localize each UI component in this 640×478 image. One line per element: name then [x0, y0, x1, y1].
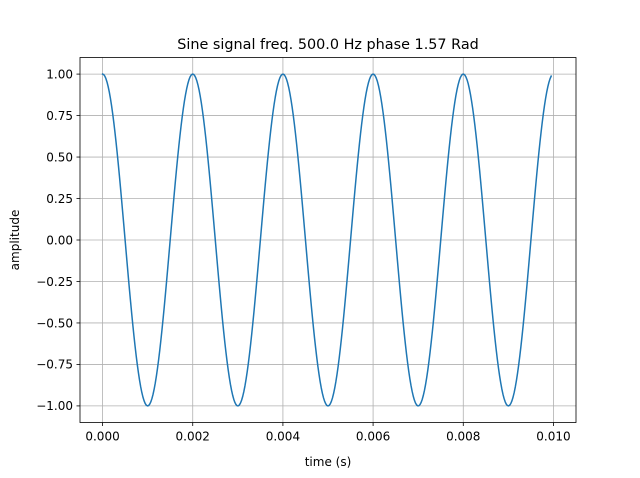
y-axis-label: amplitude: [8, 210, 22, 271]
y-tick-label: 0.75: [46, 109, 73, 123]
sine-series-line: [101, 73, 553, 407]
y-tick-label: −1.00: [36, 399, 73, 413]
x-tick-label: 0.000: [85, 430, 119, 444]
y-tick-label: 0.50: [46, 150, 73, 164]
chart-title: Sine signal freq. 500.0 Hz phase 1.57 Ra…: [177, 37, 479, 53]
x-tick-label: 0.004: [266, 430, 300, 444]
grid: [80, 57, 576, 423]
plot-area: [101, 73, 553, 407]
x-tick-label: 0.006: [356, 430, 390, 444]
axis-ticks: 0.000 0.002 0.004 0.006 0.008 0.010 −1.00 −0.75…: [36, 67, 570, 443]
y-tick-label: −0.25: [36, 275, 73, 289]
y-tick-label: −0.75: [36, 358, 73, 372]
x-tick-label: 0.010: [536, 430, 570, 444]
y-tick-label: 0.25: [46, 192, 73, 206]
y-tick-label: 1.00: [46, 67, 73, 81]
y-tick-label: 0.00: [46, 233, 73, 247]
x-tick-label: 0.002: [176, 430, 210, 444]
y-tick-label: −0.50: [36, 316, 73, 330]
x-tick-label: 0.008: [446, 430, 480, 444]
x-axis-label: time (s): [305, 455, 352, 469]
